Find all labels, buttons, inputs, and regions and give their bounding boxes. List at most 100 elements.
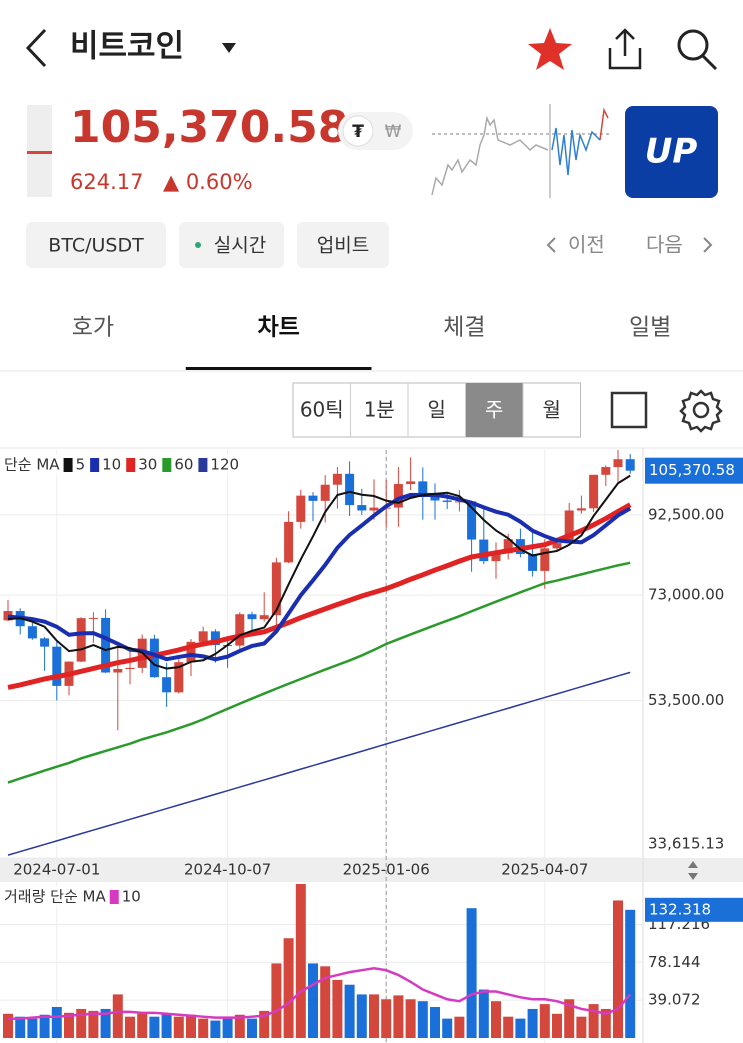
price-change: 624.17 [70, 170, 143, 194]
volume-bar [112, 994, 123, 1038]
candle-body [491, 553, 501, 562]
candle-body [393, 484, 403, 508]
resize-down[interactable] [688, 873, 698, 880]
volume-bar [393, 995, 404, 1038]
layout-button[interactable] [610, 391, 648, 429]
prev-chevron[interactable] [546, 237, 556, 253]
back-button[interactable] [25, 28, 47, 68]
chart: 33,615.13 53,500.00 73,000.00 92,500.00 2024… [0, 450, 743, 1043]
last-price-tag [645, 457, 743, 484]
volume-bar [308, 963, 318, 1038]
candle-body [198, 631, 208, 642]
last-volume-tag [645, 897, 743, 922]
volume-bar [539, 1004, 550, 1038]
last-price: 105,370.58 [70, 102, 348, 153]
coin-title[interactable]: 비트코인 [70, 29, 184, 65]
candle-body [564, 510, 574, 544]
chip[interactable] [26, 222, 166, 268]
y-tick-label: 92,500.00 [648, 505, 724, 523]
ma-line [7, 474, 631, 670]
volume-bar [149, 1016, 160, 1038]
volume-bar [76, 1008, 87, 1038]
x-tick-label: 2025-04-07 [501, 861, 588, 879]
tab[interactable]: 차트 [257, 315, 299, 341]
chip[interactable] [179, 222, 284, 268]
last-price-label: 105,370.58 [649, 461, 735, 479]
tab[interactable]: 일별 [629, 315, 671, 341]
volume-ma-line [8, 966, 632, 1020]
candle-body [454, 501, 464, 503]
volume-bar [283, 938, 294, 1038]
interval-button[interactable]: 월 [543, 398, 561, 422]
candle-body [40, 638, 50, 647]
candle-body [186, 641, 196, 663]
share-button[interactable] [608, 28, 642, 70]
prev-button[interactable]: 이전 [568, 233, 605, 257]
volume-bar [442, 1018, 453, 1038]
dropdown-arrow[interactable] [222, 43, 236, 53]
candle-body [296, 495, 306, 522]
chip-label[interactable]: 업비트 [317, 235, 369, 257]
candle-body [613, 459, 623, 468]
volume-bar [405, 999, 416, 1038]
candle-body [271, 562, 281, 616]
volume-bar [173, 1016, 184, 1038]
tab[interactable]: 체결 [443, 315, 485, 341]
candle-body [320, 484, 330, 501]
exchange-logo-text: UP [645, 132, 698, 172]
candle-body [540, 548, 550, 571]
legend-swatch [63, 458, 73, 472]
candle-body [76, 618, 86, 662]
volume-bar [295, 883, 306, 1038]
price-bar-marker [27, 151, 52, 154]
chip-label[interactable]: BTC/USDT [48, 235, 144, 257]
volume-bar [381, 999, 392, 1038]
volume-bar [344, 984, 355, 1038]
volume-bar [454, 1016, 465, 1038]
chip[interactable] [297, 222, 389, 268]
settings-button[interactable] [679, 389, 723, 433]
date-axis-band [0, 858, 743, 882]
interval-selector: 60틱 1분 일 주 월 [292, 382, 581, 438]
volume-bar [222, 1018, 233, 1038]
volume-bar [320, 966, 331, 1038]
currency-b[interactable]: ₩ [385, 122, 402, 142]
interval-button[interactable]: 일 [428, 398, 446, 422]
candle-body [552, 543, 562, 549]
volume-bar [466, 908, 477, 1038]
interval-button[interactable]: 주 [485, 398, 503, 422]
tab-underline [185, 367, 372, 370]
volume-bar [271, 963, 282, 1038]
candle-body [308, 495, 318, 501]
volume-bar [613, 900, 623, 1038]
next-chevron[interactable] [703, 237, 713, 253]
volume-bar [588, 1004, 599, 1038]
candle-body [125, 667, 135, 670]
candle-body [332, 473, 342, 485]
next-button[interactable]: 다음 [646, 233, 683, 257]
interval-active-bg [465, 383, 523, 437]
resize-up[interactable] [688, 861, 698, 868]
interval-button[interactable]: 60틱 [300, 398, 344, 422]
chip-label[interactable]: 실시간 [214, 235, 266, 257]
legend-swatch [126, 458, 136, 472]
price-change-pct: ▲ 0.60% [163, 170, 253, 194]
live-dot [195, 242, 201, 248]
currency-a[interactable]: ₮ [352, 122, 364, 142]
favorite-star[interactable] [528, 28, 572, 70]
legend-title: 거래량 단순 MA [4, 888, 106, 906]
volume-bar [247, 1018, 257, 1038]
search-button[interactable] [677, 29, 718, 71]
volume-bar [3, 1013, 13, 1038]
legend-bg [0, 886, 146, 908]
currency-a-bg [342, 115, 374, 147]
volume-bar [88, 1010, 99, 1038]
candle-body [503, 539, 513, 554]
volume-bar [125, 1016, 135, 1038]
tab[interactable]: 호가 [72, 315, 114, 341]
volume-bar [137, 1013, 148, 1038]
candle-body [418, 481, 428, 497]
volume-bar [234, 1014, 245, 1038]
interval-button[interactable]: 1분 [364, 398, 395, 422]
y-tick-label: 78.144 [648, 953, 701, 971]
